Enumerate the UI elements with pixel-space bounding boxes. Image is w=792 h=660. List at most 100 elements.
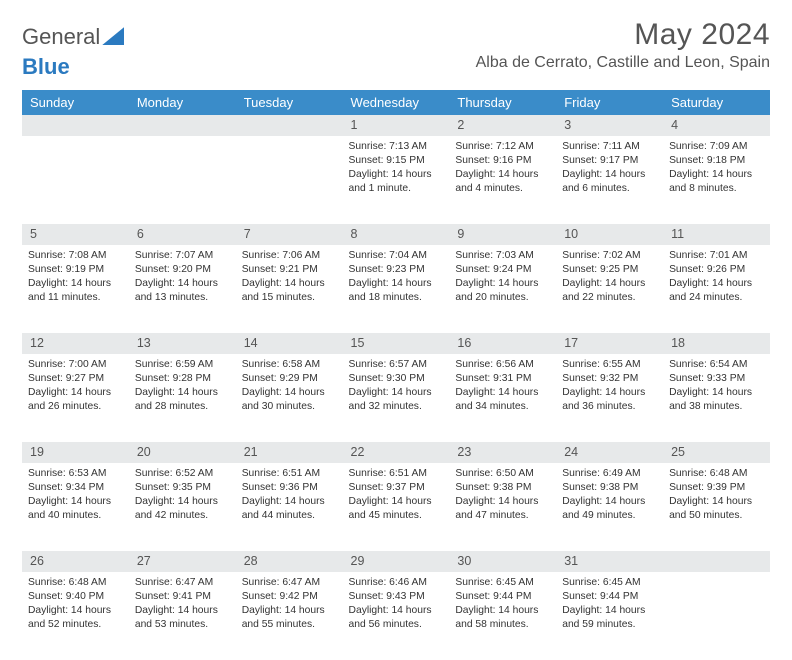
day-number: 27 — [129, 551, 236, 572]
day-cell: Sunrise: 6:49 AMSunset: 9:38 PMDaylight:… — [556, 463, 663, 551]
day-number — [22, 115, 129, 136]
sunset-text: Sunset: 9:15 PM — [349, 154, 444, 168]
weekday-sun: Sunday — [22, 90, 129, 115]
daylight-text: Daylight: 14 hours and 24 minutes. — [669, 277, 764, 305]
sunrise-text: Sunrise: 6:48 AM — [28, 576, 123, 590]
day-number: 17 — [556, 333, 663, 354]
day-number: 10 — [556, 224, 663, 245]
sunset-text: Sunset: 9:27 PM — [28, 372, 123, 386]
daylight-text: Daylight: 14 hours and 47 minutes. — [455, 495, 550, 523]
daynum-row: 1234 — [22, 115, 770, 136]
weekday-header-row: Sunday Monday Tuesday Wednesday Thursday… — [22, 90, 770, 115]
day-number: 12 — [22, 333, 129, 354]
logo-text-2: Blue — [22, 54, 70, 80]
sunrise-text: Sunrise: 7:04 AM — [349, 249, 444, 263]
day-cell — [22, 136, 129, 224]
day-cell: Sunrise: 7:04 AMSunset: 9:23 PMDaylight:… — [343, 245, 450, 333]
day-cell: Sunrise: 7:09 AMSunset: 9:18 PMDaylight:… — [663, 136, 770, 224]
day-cell: Sunrise: 6:55 AMSunset: 9:32 PMDaylight:… — [556, 354, 663, 442]
day-cell: Sunrise: 6:45 AMSunset: 9:44 PMDaylight:… — [449, 572, 556, 660]
sunrise-text: Sunrise: 7:09 AM — [669, 140, 764, 154]
sunset-text: Sunset: 9:24 PM — [455, 263, 550, 277]
daylight-text: Daylight: 14 hours and 49 minutes. — [562, 495, 657, 523]
daylight-text: Daylight: 14 hours and 56 minutes. — [349, 604, 444, 632]
daylight-text: Daylight: 14 hours and 36 minutes. — [562, 386, 657, 414]
day-number: 18 — [663, 333, 770, 354]
day-cell: Sunrise: 6:58 AMSunset: 9:29 PMDaylight:… — [236, 354, 343, 442]
day-number: 21 — [236, 442, 343, 463]
daylight-text: Daylight: 14 hours and 44 minutes. — [242, 495, 337, 523]
sunset-text: Sunset: 9:30 PM — [349, 372, 444, 386]
sunrise-text: Sunrise: 6:46 AM — [349, 576, 444, 590]
day-number: 11 — [663, 224, 770, 245]
day-cell: Sunrise: 6:48 AMSunset: 9:40 PMDaylight:… — [22, 572, 129, 660]
day-cell: Sunrise: 6:48 AMSunset: 9:39 PMDaylight:… — [663, 463, 770, 551]
weekday-thu: Thursday — [449, 90, 556, 115]
sunrise-text: Sunrise: 6:50 AM — [455, 467, 550, 481]
day-number: 30 — [449, 551, 556, 572]
sunrise-text: Sunrise: 7:08 AM — [28, 249, 123, 263]
day-number: 16 — [449, 333, 556, 354]
daylight-text: Daylight: 14 hours and 4 minutes. — [455, 168, 550, 196]
day-cell: Sunrise: 7:03 AMSunset: 9:24 PMDaylight:… — [449, 245, 556, 333]
sunset-text: Sunset: 9:44 PM — [455, 590, 550, 604]
day-number: 6 — [129, 224, 236, 245]
sunset-text: Sunset: 9:42 PM — [242, 590, 337, 604]
sunrise-text: Sunrise: 6:58 AM — [242, 358, 337, 372]
sunrise-text: Sunrise: 6:52 AM — [135, 467, 230, 481]
day-cell: Sunrise: 7:07 AMSunset: 9:20 PMDaylight:… — [129, 245, 236, 333]
location: Alba de Cerrato, Castille and Leon, Spai… — [476, 54, 770, 72]
sunset-text: Sunset: 9:34 PM — [28, 481, 123, 495]
daylight-text: Daylight: 14 hours and 20 minutes. — [455, 277, 550, 305]
sunrise-text: Sunrise: 7:02 AM — [562, 249, 657, 263]
day-number: 28 — [236, 551, 343, 572]
day-number — [663, 551, 770, 572]
day-number: 5 — [22, 224, 129, 245]
day-cell: Sunrise: 6:45 AMSunset: 9:44 PMDaylight:… — [556, 572, 663, 660]
sunrise-text: Sunrise: 6:57 AM — [349, 358, 444, 372]
daylight-text: Daylight: 14 hours and 1 minute. — [349, 168, 444, 196]
day-number: 3 — [556, 115, 663, 136]
daynum-row: 12131415161718 — [22, 333, 770, 354]
daylight-text: Daylight: 14 hours and 18 minutes. — [349, 277, 444, 305]
calendar-table: Sunday Monday Tuesday Wednesday Thursday… — [22, 90, 770, 660]
sunset-text: Sunset: 9:37 PM — [349, 481, 444, 495]
logo-text-1: General — [22, 24, 100, 50]
sunrise-text: Sunrise: 6:51 AM — [349, 467, 444, 481]
sunrise-text: Sunrise: 7:06 AM — [242, 249, 337, 263]
sunset-text: Sunset: 9:23 PM — [349, 263, 444, 277]
sunset-text: Sunset: 9:35 PM — [135, 481, 230, 495]
daylight-text: Daylight: 14 hours and 34 minutes. — [455, 386, 550, 414]
day-cell: Sunrise: 7:13 AMSunset: 9:15 PMDaylight:… — [343, 136, 450, 224]
sunrise-text: Sunrise: 6:48 AM — [669, 467, 764, 481]
day-cell: Sunrise: 6:59 AMSunset: 9:28 PMDaylight:… — [129, 354, 236, 442]
sunset-text: Sunset: 9:26 PM — [669, 263, 764, 277]
daylight-text: Daylight: 14 hours and 13 minutes. — [135, 277, 230, 305]
content-row: Sunrise: 7:13 AMSunset: 9:15 PMDaylight:… — [22, 136, 770, 224]
day-number: 7 — [236, 224, 343, 245]
sunrise-text: Sunrise: 7:07 AM — [135, 249, 230, 263]
day-cell: Sunrise: 7:01 AMSunset: 9:26 PMDaylight:… — [663, 245, 770, 333]
daylight-text: Daylight: 14 hours and 32 minutes. — [349, 386, 444, 414]
day-number: 4 — [663, 115, 770, 136]
sunrise-text: Sunrise: 6:56 AM — [455, 358, 550, 372]
daylight-text: Daylight: 14 hours and 8 minutes. — [669, 168, 764, 196]
day-number: 19 — [22, 442, 129, 463]
day-cell: Sunrise: 7:06 AMSunset: 9:21 PMDaylight:… — [236, 245, 343, 333]
sunset-text: Sunset: 9:16 PM — [455, 154, 550, 168]
sunrise-text: Sunrise: 6:45 AM — [562, 576, 657, 590]
day-cell: Sunrise: 6:51 AMSunset: 9:36 PMDaylight:… — [236, 463, 343, 551]
day-cell: Sunrise: 6:57 AMSunset: 9:30 PMDaylight:… — [343, 354, 450, 442]
sunrise-text: Sunrise: 7:01 AM — [669, 249, 764, 263]
day-cell: Sunrise: 7:02 AMSunset: 9:25 PMDaylight:… — [556, 245, 663, 333]
daylight-text: Daylight: 14 hours and 40 minutes. — [28, 495, 123, 523]
day-number: 24 — [556, 442, 663, 463]
day-cell: Sunrise: 6:52 AMSunset: 9:35 PMDaylight:… — [129, 463, 236, 551]
daynum-row: 19202122232425 — [22, 442, 770, 463]
sunrise-text: Sunrise: 6:49 AM — [562, 467, 657, 481]
sunset-text: Sunset: 9:21 PM — [242, 263, 337, 277]
day-cell: Sunrise: 6:51 AMSunset: 9:37 PMDaylight:… — [343, 463, 450, 551]
day-number: 20 — [129, 442, 236, 463]
daylight-text: Daylight: 14 hours and 50 minutes. — [669, 495, 764, 523]
daylight-text: Daylight: 14 hours and 42 minutes. — [135, 495, 230, 523]
